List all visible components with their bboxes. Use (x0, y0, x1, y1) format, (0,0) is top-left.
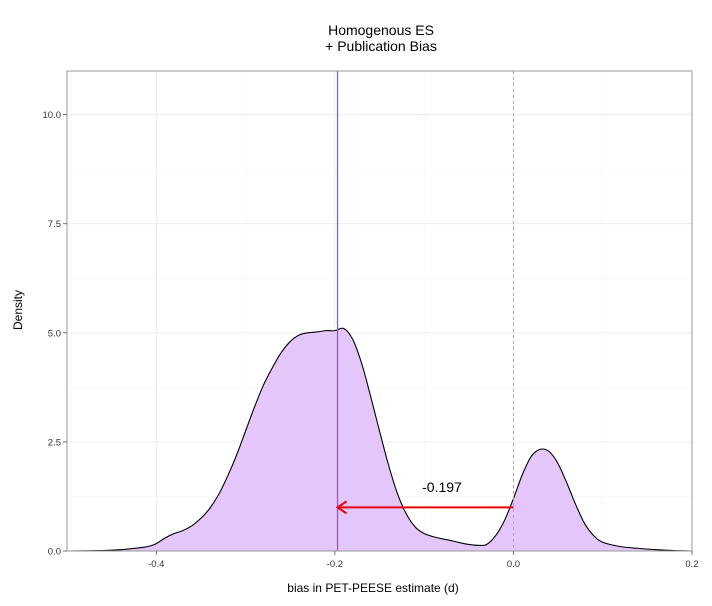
y-tick-label: 10.0 (43, 110, 62, 121)
x-tick-label: -0.4 (148, 559, 164, 570)
y-axis-label: Density (11, 290, 25, 330)
reference-lines (336, 71, 514, 551)
y-tick-label: 5.0 (48, 328, 61, 339)
bias-arrow (335, 500, 514, 515)
density-curve (66, 327, 693, 552)
chart-title-line-2: + Publication Bias (325, 38, 437, 54)
y-tick-label: 7.5 (48, 219, 61, 230)
bias-annotation: -0.197 (422, 479, 462, 495)
arrow-head (335, 500, 348, 515)
x-tick-label: 0.0 (507, 559, 520, 570)
density-area (67, 328, 692, 551)
x-tick-label: -0.2 (327, 559, 343, 570)
y-axis-ticks: 0.0 2.5 5.0 7.5 10.0 (43, 110, 67, 558)
y-tick-label: 2.5 (48, 437, 61, 448)
x-axis-label: bias in PET-PEESE estimate (d) (287, 581, 458, 595)
y-tick-label: 0.0 (48, 547, 61, 558)
chart-title-line-1: Homogenous ES (328, 22, 434, 38)
x-axis-ticks: -0.4 -0.2 0.0 0.2 (148, 551, 699, 570)
x-tick-label: 0.2 (685, 559, 698, 570)
plot-panel-border (66, 70, 693, 552)
